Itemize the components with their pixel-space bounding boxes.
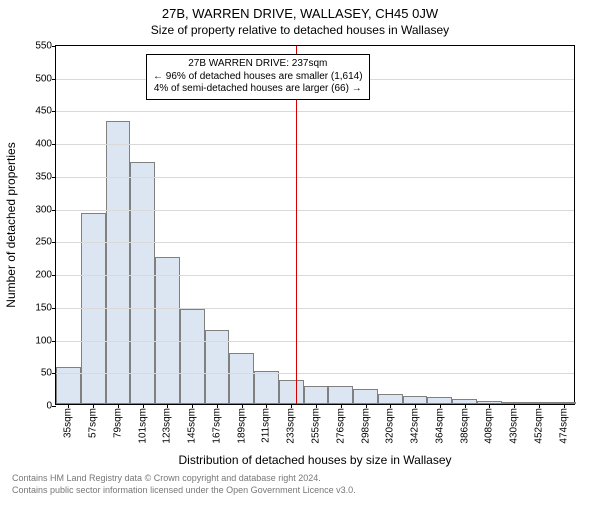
reference-line (296, 46, 297, 404)
x-axis-label: Distribution of detached houses by size … (55, 453, 575, 467)
copyright-line-1: Contains HM Land Registry data © Crown c… (12, 473, 600, 485)
gridline (56, 210, 574, 211)
histogram-bar (229, 353, 254, 404)
x-tick-label: 276sqm (335, 408, 346, 444)
y-tick-label: 50 (41, 368, 56, 379)
x-tick-label: 35sqm (63, 408, 74, 438)
callout-value: 27B WARREN DRIVE: 237sqm (153, 58, 363, 71)
y-tick-label: 400 (35, 139, 56, 150)
y-tick-label: 100 (35, 335, 56, 346)
x-tick-label: 167sqm (211, 408, 222, 444)
histogram-bar (180, 309, 205, 404)
y-tick-label: 200 (35, 270, 56, 281)
histogram-bar (378, 394, 403, 404)
y-tick-label: 500 (35, 73, 56, 84)
histogram-bar (106, 121, 131, 404)
x-tick-label: 255sqm (311, 408, 322, 444)
y-tick-label: 450 (35, 106, 56, 117)
callout-box: 27B WARREN DRIVE: 237sqm← 96% of detache… (146, 54, 370, 100)
histogram-bar (155, 257, 180, 404)
gridline (56, 373, 574, 374)
bars-layer (56, 46, 574, 404)
x-tick-label: 211sqm (261, 408, 272, 443)
x-tick-label: 474sqm (558, 408, 569, 444)
gridline (56, 242, 574, 243)
x-tick-label: 408sqm (484, 408, 495, 444)
x-tick-label: 364sqm (434, 408, 445, 444)
histogram-bar (279, 380, 304, 404)
histogram-bar (254, 371, 279, 404)
x-tick-label: 430sqm (509, 408, 520, 444)
copyright-text: Contains HM Land Registry data © Crown c… (12, 473, 600, 496)
x-tick-label: 452sqm (533, 408, 544, 444)
y-tick-label: 550 (35, 41, 56, 52)
gridline (56, 341, 574, 342)
histogram-bar (130, 162, 155, 404)
x-tick-label: 101sqm (137, 408, 148, 444)
page-title: 27B, WARREN DRIVE, WALLASEY, CH45 0JW (0, 6, 600, 21)
histogram-bar (353, 389, 378, 404)
callout-smaller: ← 96% of detached houses are smaller (1,… (153, 71, 363, 84)
y-tick-label: 350 (35, 171, 56, 182)
y-tick-label: 250 (35, 237, 56, 248)
x-tick-label: 320sqm (385, 408, 396, 444)
gridline (56, 275, 574, 276)
x-tick-label: 145sqm (187, 408, 198, 444)
histogram-bar (304, 386, 329, 404)
histogram-bar (328, 386, 353, 404)
gridline (56, 308, 574, 309)
y-tick-label: 300 (35, 204, 56, 215)
gridline (56, 144, 574, 145)
x-tick-label: 386sqm (459, 408, 470, 444)
gridline (56, 177, 574, 178)
x-tick-label: 298sqm (360, 408, 371, 444)
y-tick-label: 150 (35, 302, 56, 313)
x-tick-label: 123sqm (162, 408, 173, 444)
x-tick-label: 57sqm (88, 408, 99, 438)
callout-larger: 4% of semi-detached houses are larger (6… (153, 83, 363, 96)
x-tick-label: 342sqm (410, 408, 421, 444)
x-tick-label: 233sqm (286, 408, 297, 444)
copyright-line-2: Contains public sector information licen… (12, 485, 600, 497)
y-axis-label: Number of detached properties (4, 142, 18, 307)
gridline (56, 111, 574, 112)
x-tick-label: 189sqm (236, 408, 247, 444)
histogram-plot: Number of detached properties 0501001502… (55, 45, 575, 405)
chart-subtitle: Size of property relative to detached ho… (0, 23, 600, 37)
y-tick-label: 0 (46, 401, 56, 412)
x-tick-label: 79sqm (112, 408, 123, 438)
histogram-bar (403, 396, 428, 404)
